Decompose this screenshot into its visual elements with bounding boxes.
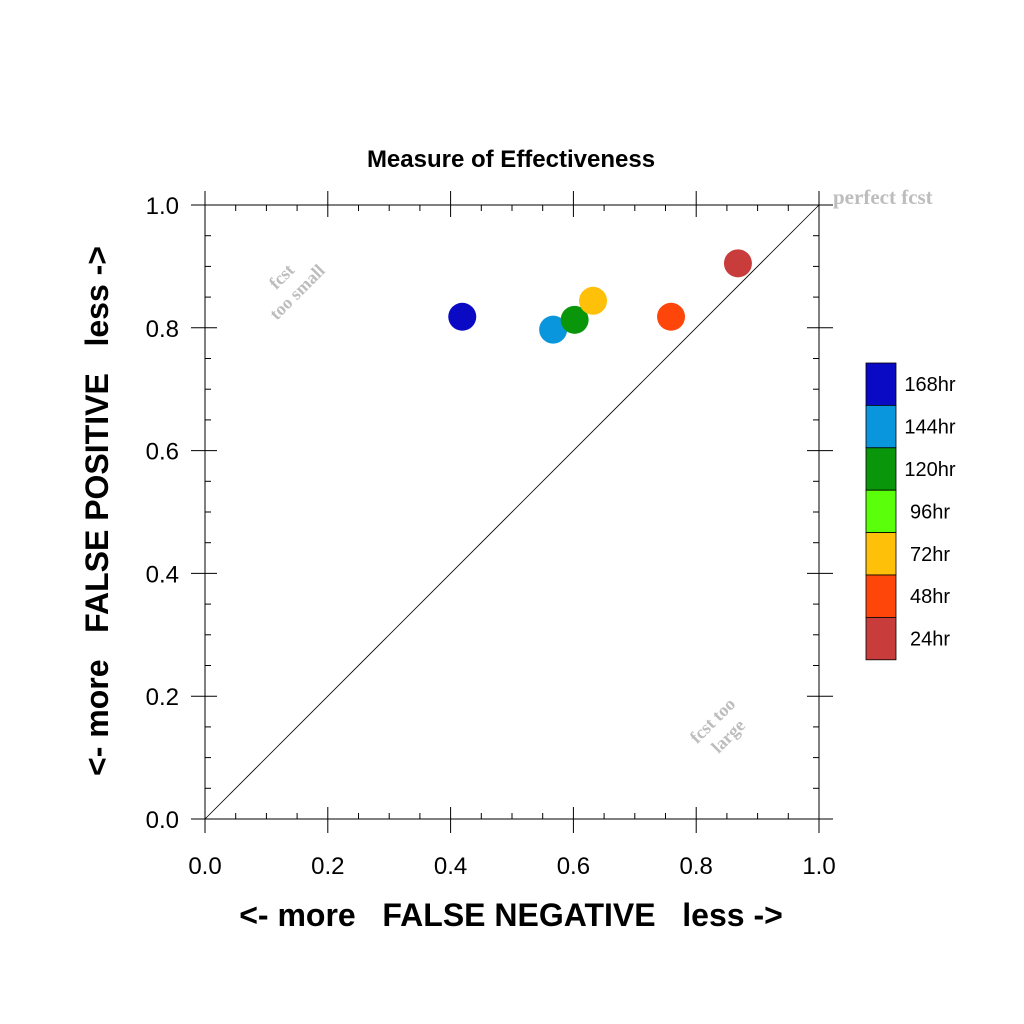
legend-label-48hr: 48hr [910, 586, 950, 608]
chart-title: Measure of Effectiveness [367, 146, 655, 173]
legend-label-168hr: 168hr [904, 374, 955, 396]
legend-label-96hr: 96hr [910, 501, 950, 523]
y-tick-label: 0.0 [146, 807, 179, 834]
x-tick-label: 1.0 [802, 853, 835, 880]
x-tick-label: 0.0 [188, 853, 221, 880]
x-tick-label: 0.4 [434, 853, 467, 880]
diagonal-reference-line [204, 204, 820, 820]
x-axis-label: <- more FALSE NEGATIVE less -> [239, 897, 783, 933]
y-axis-label: <- more FALSE POSITIVE less -> [79, 246, 115, 776]
y-tick-label: 0.6 [146, 439, 179, 466]
legend-label-24hr: 24hr [910, 629, 950, 651]
y-tick-label: 0.4 [146, 561, 179, 588]
legend: 168hr 144hr 120hr 96hr 72hr 48hr 24hr [865, 362, 956, 661]
point-48hr [657, 302, 686, 331]
y-tick-label: 0.8 [146, 316, 179, 343]
point-24hr [723, 249, 752, 278]
point-72hr [579, 286, 608, 315]
point-144hr [539, 315, 568, 344]
legend-swatch-72hr [865, 532, 897, 576]
x-tick-label: 0.2 [311, 853, 344, 880]
point-120hr [560, 305, 589, 334]
legend-swatch-168hr [865, 362, 897, 406]
legend-label-72hr: 72hr [910, 544, 950, 566]
x-tick-label: 0.6 [557, 853, 590, 880]
annotation-perfect-fcst: perfect fcst [833, 185, 933, 209]
y-tick-label: 0.2 [146, 684, 179, 711]
x-tick-label: 0.8 [680, 853, 713, 880]
legend-swatch-144hr [865, 404, 897, 449]
legend-label-144hr: 144hr [904, 417, 955, 439]
annotation-too-small: fcst too small [265, 260, 329, 324]
legend-swatch-120hr [865, 447, 897, 491]
legend-label-120hr: 120hr [904, 459, 955, 481]
y-tick-label: 1.0 [146, 193, 179, 220]
point-168hr [448, 302, 477, 331]
annotation-too-large: fcst too large [686, 694, 749, 757]
legend-swatch-48hr [865, 574, 897, 618]
legend-swatch-24hr [865, 617, 897, 661]
legend-swatch-96hr [865, 489, 897, 534]
